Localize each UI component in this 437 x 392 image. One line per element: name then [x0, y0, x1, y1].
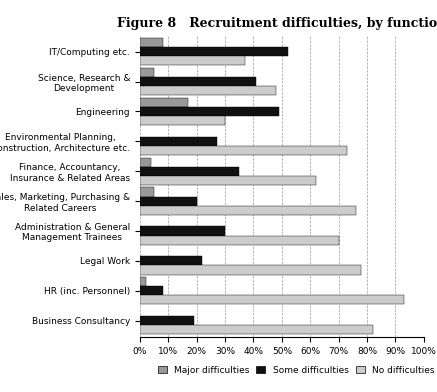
Bar: [140, 167, 239, 176]
Bar: [140, 107, 279, 116]
Bar: [140, 265, 361, 275]
Bar: [140, 325, 373, 334]
Bar: [140, 68, 154, 77]
Bar: [140, 316, 194, 325]
Bar: [140, 47, 288, 56]
Bar: [140, 176, 316, 185]
Bar: [140, 196, 197, 206]
Bar: [140, 137, 217, 146]
Bar: [140, 286, 163, 295]
Bar: [140, 158, 151, 167]
Bar: [140, 77, 256, 86]
Bar: [140, 295, 404, 305]
Bar: [140, 116, 225, 125]
Legend: Major difficulties, Some difficulties, No difficulties: Major difficulties, Some difficulties, N…: [158, 366, 434, 375]
Bar: [140, 206, 356, 215]
Bar: [140, 187, 154, 196]
Bar: [140, 98, 188, 107]
Bar: [140, 277, 146, 286]
Title: Figure 8   Recruitment difficulties, by function: Figure 8 Recruitment difficulties, by fu…: [117, 17, 437, 30]
Bar: [140, 256, 202, 265]
Bar: [140, 236, 339, 245]
Bar: [140, 227, 225, 236]
Bar: [140, 86, 276, 95]
Bar: [140, 146, 347, 155]
Bar: [140, 56, 245, 65]
Bar: [140, 38, 163, 47]
